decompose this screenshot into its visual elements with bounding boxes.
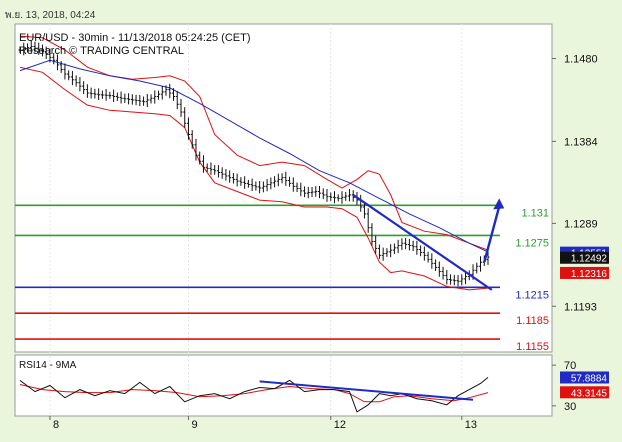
level-label: 1.1185 — [516, 315, 549, 327]
date-time-header: พ.ย. 13, 2018, 04:24 — [5, 10, 96, 21]
levels: 1.131 1.1275 1.1215 1.1185 1.1155 — [15, 204, 549, 353]
level-label: 1.1155 — [516, 341, 549, 353]
chart-title: EUR/USD - 30min - 11/13/2018 05:24:25 (C… — [19, 32, 251, 44]
forecast-arrow-head — [493, 198, 505, 210]
x-tick-label: 13 — [465, 419, 477, 431]
chart-subtitle: Research © TRADING CENTRAL — [19, 45, 184, 57]
bollinger-lower — [19, 66, 489, 291]
axes: 1.1480 1.1384 1.1289 1.1193 8 9 12 13 70 30 — [49, 54, 598, 431]
level-label: 1.1215 — [515, 289, 549, 301]
x-tick-label: 9 — [191, 419, 197, 431]
price-tag — [560, 251, 609, 264]
level-label: 1.1275 — [515, 237, 549, 249]
x-tick-label: 12 — [334, 419, 346, 431]
rsi-line — [19, 377, 489, 413]
rsi-label: RSI14 - 9MA — [19, 360, 77, 371]
trendline — [352, 193, 493, 291]
price-tag — [560, 266, 609, 279]
bollinger-bands — [19, 35, 489, 291]
rsi-ma-line — [19, 384, 489, 403]
level-label: 1.131 — [521, 207, 549, 219]
price-series — [18, 40, 490, 287]
rsi-panel — [14, 354, 553, 417]
price-tick-label: 1.1384 — [564, 136, 598, 148]
rsi-tag — [560, 371, 609, 384]
grid — [49, 24, 463, 416]
rsi-tag — [560, 386, 609, 399]
price-tick-label: 1.1193 — [564, 301, 597, 313]
price-tick-label: 1.1480 — [564, 54, 598, 66]
forecast-arrow — [483, 206, 501, 263]
rsi-trendline — [259, 380, 474, 401]
moving-average — [19, 59, 489, 253]
price-tag-label: 1.12316 — [571, 269, 608, 280]
rsi-tick-label: 70 — [564, 360, 576, 372]
price-panel — [14, 23, 553, 353]
rsi-tag-label: 43.3145 — [571, 388, 608, 399]
rsi-indicator: 57.8884 43.3145 — [19, 371, 609, 413]
price-tick-label: 1.1289 — [564, 218, 598, 230]
rsi-tick-label: 30 — [564, 401, 576, 413]
x-tick-label: 8 — [53, 419, 59, 431]
price-tag-label: 1.12492 — [571, 254, 608, 265]
rsi-tag-label: 57.8884 — [571, 373, 608, 384]
